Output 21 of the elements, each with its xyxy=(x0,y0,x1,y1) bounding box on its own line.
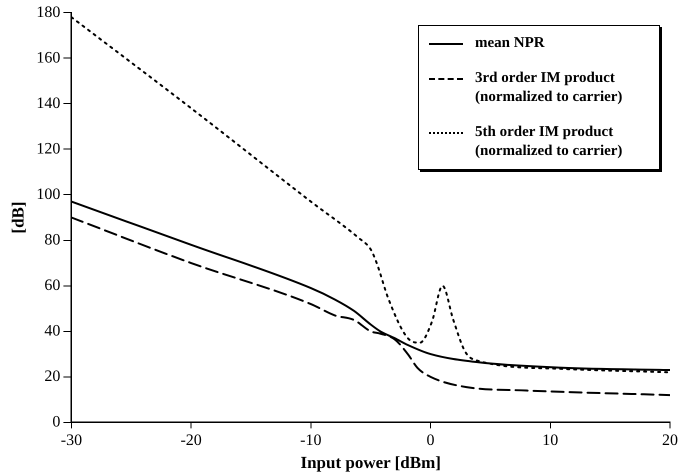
x-tick-label: -20 xyxy=(180,432,202,450)
y-tick-label: 40 xyxy=(44,322,60,340)
y-tick-label: 140 xyxy=(36,94,60,112)
x-tick-label: 20 xyxy=(662,432,678,450)
legend-label: 3rd order IM product (normalized to carrier) xyxy=(475,68,624,107)
y-tick-label: 60 xyxy=(44,277,60,294)
y-tick-label: 120 xyxy=(36,140,60,158)
y-axis-title: [dB] xyxy=(8,201,28,234)
y-tick-label: 100 xyxy=(36,186,60,203)
y-tick-label: 80 xyxy=(44,231,60,248)
y-tick-label: 180 xyxy=(36,4,60,21)
y-tick-label: 160 xyxy=(36,49,60,66)
legend-label: 5th order IM product (normalized to carrier) xyxy=(475,122,624,161)
x-tick-label: 0 xyxy=(426,432,435,450)
x-tick-label: 10 xyxy=(542,432,558,450)
x-axis-title: Input power [dBm] xyxy=(300,453,441,472)
legend-label: mean NPR xyxy=(475,34,545,53)
y-tick-label: 20 xyxy=(44,368,60,386)
y-tick-label: 0 xyxy=(52,414,60,431)
x-tick-label: -10 xyxy=(300,432,322,450)
x-tick-label: -30 xyxy=(60,432,82,450)
